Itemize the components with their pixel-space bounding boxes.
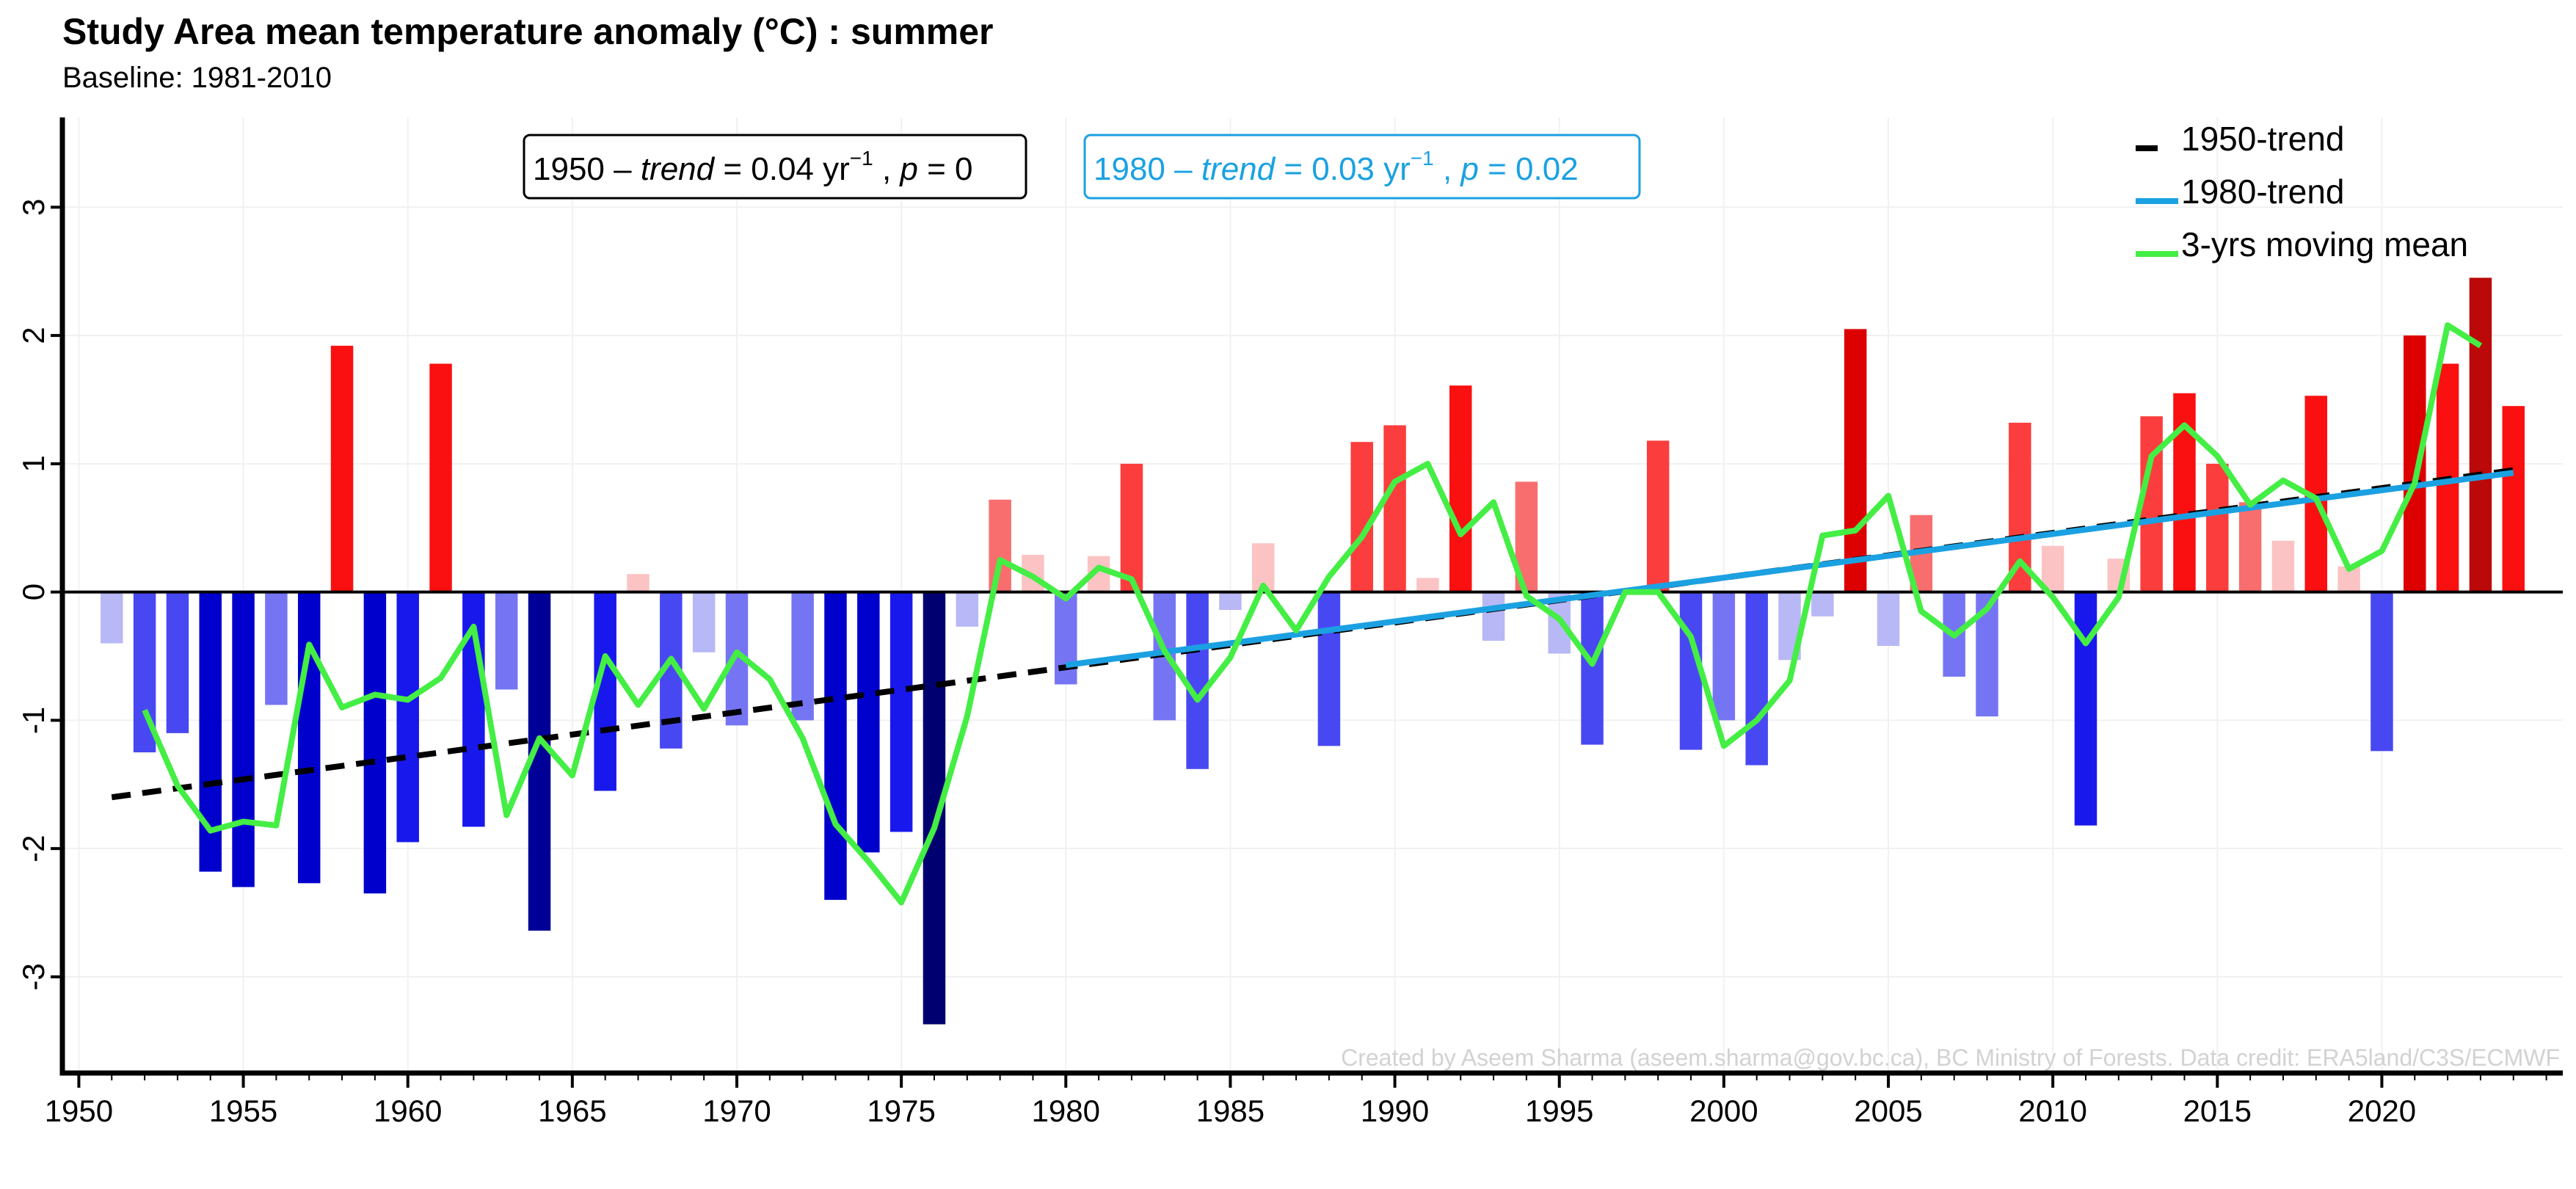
bar-2016 [2238, 502, 2262, 592]
moving-mean-line [142, 322, 2483, 906]
bar-1961 [429, 363, 452, 592]
svg-text:1950 – trend = 0.04 yr−1 , p =: 1950 – trend = 0.04 yr−1 , p = 0 [533, 147, 973, 187]
bar-1998 [1646, 440, 1670, 592]
bar-1957 [297, 592, 321, 884]
bar-2020 [2371, 592, 2393, 752]
bar-1991 [1416, 578, 1439, 592]
bar-1958 [330, 346, 354, 592]
bar-2001 [1745, 592, 1768, 766]
bar-1977 [956, 592, 979, 627]
bar-1978 [989, 499, 1011, 592]
bar-1973 [824, 592, 847, 901]
legend-label-moving-mean: 3-yrs moving mean [2181, 225, 2468, 263]
chart-title: Study Area mean temperature anomaly (°C)… [62, 11, 994, 52]
legend-label-1980-trend: 1980-trend [2181, 172, 2345, 211]
x-tick-label: 1950 [45, 1094, 113, 1128]
bar-1992 [1449, 385, 1472, 592]
trend-1980-line [1065, 470, 2514, 669]
x-tick-label: 1985 [1196, 1094, 1265, 1128]
bar-1989 [1350, 442, 1373, 592]
bar-2023 [2469, 277, 2492, 592]
bar-1960 [396, 592, 419, 843]
bar-2013 [2140, 416, 2163, 592]
bar-1959 [363, 592, 387, 894]
x-tick-label: 1990 [1361, 1094, 1429, 1128]
bar-1967 [627, 574, 650, 592]
credit-text: Created by Aseem Sharma (aseem.sharma@go… [1341, 1044, 2560, 1071]
x-tick-label: 2015 [2183, 1094, 2252, 1128]
bar-1985 [1219, 592, 1242, 611]
y-tick-label: -3 [16, 963, 51, 990]
x-tick-label: 1965 [538, 1094, 606, 1128]
y-axis: -3 -2 -1 0 1 2 3 [16, 199, 62, 991]
bar-2003 [1811, 592, 1834, 617]
bar-1980 [1055, 592, 1077, 685]
y-tick-label: 2 [16, 327, 51, 343]
bar-1990 [1383, 425, 1406, 592]
x-tick-label: 2000 [1689, 1094, 1758, 1128]
bar-2010 [2041, 545, 2064, 592]
x-tick-label: 2020 [2348, 1094, 2416, 1128]
bar-2017 [2271, 540, 2295, 592]
chart-subtitle: Baseline: 1981-2010 [62, 62, 332, 94]
bar-2011 [2074, 592, 2097, 826]
bar-2000 [1712, 592, 1736, 721]
svg-text:1980 – trend = 0.03 yr−1 , p =: 1980 – trend = 0.03 yr−1 , p = 0.02 [1094, 147, 1579, 187]
y-tick-label: 1 [16, 455, 51, 472]
x-axis: 1950 1955 1960 1965 1970 1975 1980 1985 1990 1995… [45, 1073, 2547, 1128]
y-tick-label: -1 [16, 707, 51, 734]
x-tick-label: 1970 [702, 1094, 771, 1128]
bar-2015 [2206, 463, 2229, 592]
bar-1963 [495, 592, 518, 690]
x-tick-label: 1960 [374, 1094, 442, 1128]
y-tick-label: 3 [16, 199, 51, 216]
axes [59, 117, 2563, 1076]
bar-1996 [1581, 592, 1604, 745]
bar-2021 [2404, 335, 2426, 592]
bar-1951 [101, 592, 123, 644]
x-tick-label: 1955 [209, 1094, 277, 1128]
bars [101, 277, 2525, 1025]
legend: 1950-trend 1980-trend 3-yrs moving mean [2136, 120, 2468, 263]
legend-label-1950-trend: 1950-trend [2181, 120, 2345, 158]
y-tick-label: -2 [16, 835, 51, 862]
bar-2005 [1877, 592, 1900, 647]
bar-2024 [2502, 406, 2525, 592]
bar-1953 [166, 592, 189, 733]
x-tick-label: 1995 [1525, 1094, 1593, 1128]
x-tick-label: 2010 [2018, 1094, 2086, 1128]
bar-1969 [692, 592, 716, 652]
bar-1972 [791, 592, 814, 721]
bar-1984 [1186, 592, 1209, 769]
bar-1955 [232, 592, 255, 887]
x-tick-label: 1980 [1032, 1094, 1100, 1128]
x-tick-label: 1975 [867, 1094, 935, 1128]
bar-1974 [857, 592, 880, 853]
bar-2004 [1844, 329, 1867, 592]
bar-1993 [1482, 592, 1505, 641]
bar-1975 [889, 592, 913, 832]
bar-1982 [1120, 463, 1143, 592]
bar-1956 [265, 592, 288, 705]
bar-1988 [1317, 592, 1341, 746]
trend-box-1980: 1980 – trend = 0.03 yr−1 , p = 0.02 [1083, 134, 1641, 200]
x-tick-label: 2005 [1854, 1094, 1922, 1128]
trend-box-1950: 1950 – trend = 0.04 yr−1 , p = 0 [523, 134, 1027, 200]
y-tick-label: 0 [16, 583, 51, 600]
